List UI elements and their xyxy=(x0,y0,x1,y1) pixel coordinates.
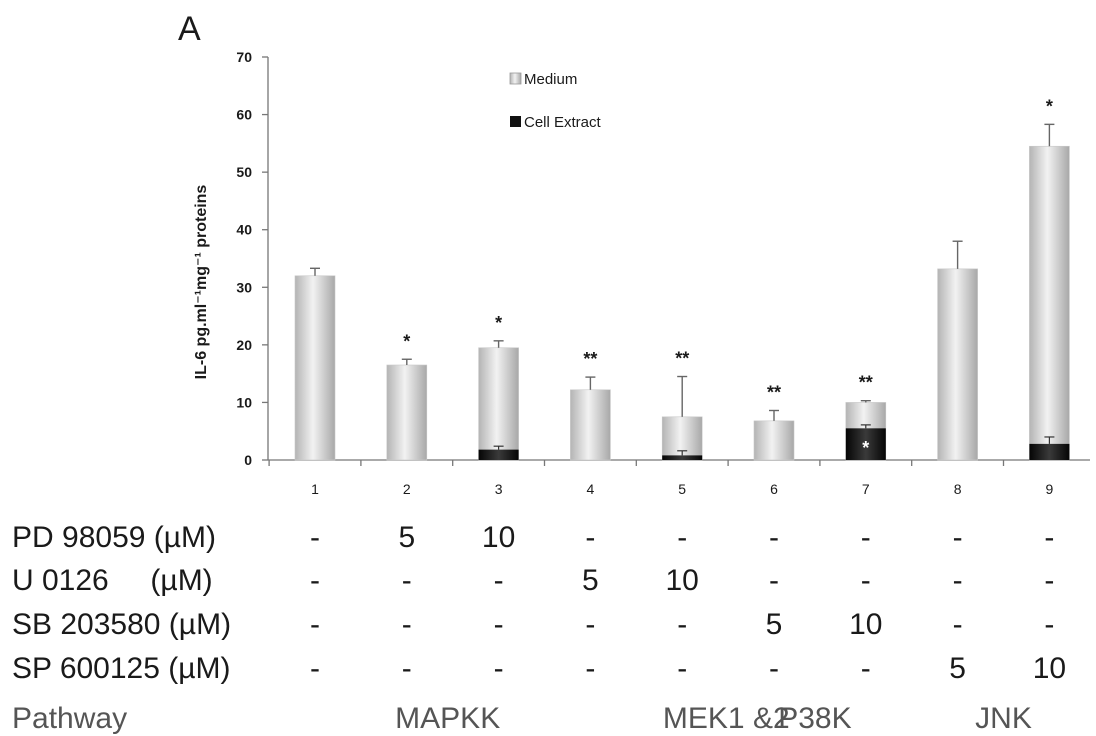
y-tick-label: 60 xyxy=(236,107,252,123)
x-tick-label: 2 xyxy=(403,481,411,497)
treatment-cell: - xyxy=(861,521,871,554)
treatment-cell: - xyxy=(585,521,595,554)
legend-swatch-cell-extract xyxy=(510,116,521,127)
bar-medium xyxy=(570,389,611,461)
cell-extract-significance-marker: * xyxy=(862,438,869,458)
treatment-cell: - xyxy=(402,652,412,685)
significance-marker: * xyxy=(403,331,410,351)
treatment-cell: - xyxy=(402,564,412,597)
y-tick-label: 70 xyxy=(236,49,252,65)
treatment-cell: - xyxy=(585,652,595,685)
treatment-cell: - xyxy=(310,564,320,597)
treatment-cell: 10 xyxy=(1033,652,1066,685)
treatment-cell: - xyxy=(494,564,504,597)
significance-marker: ** xyxy=(859,373,873,393)
treatment-row-label: PD 98059 (µM) xyxy=(12,521,216,554)
x-tick-label: 9 xyxy=(1046,481,1054,497)
pathway-label: P38K xyxy=(778,702,851,735)
bar-medium xyxy=(753,420,795,461)
bar-medium xyxy=(1029,145,1070,461)
legend-label-cell-extract: Cell Extract xyxy=(524,114,602,131)
treatment-cell: - xyxy=(677,521,687,554)
treatment-cell: - xyxy=(677,608,687,641)
pathway-row-label: Pathway xyxy=(12,702,127,735)
significance-marker: ** xyxy=(675,349,689,369)
x-tick-label: 4 xyxy=(587,481,595,497)
pathway-label: JNK xyxy=(975,702,1032,735)
legend-label-medium: Medium xyxy=(524,71,577,88)
significance-marker: ** xyxy=(767,382,781,402)
significance-marker: * xyxy=(1046,96,1053,116)
bar-cell-extract xyxy=(662,455,703,460)
treatment-cell: - xyxy=(310,521,320,554)
bar-medium xyxy=(386,364,428,461)
treatment-cell: 10 xyxy=(482,521,515,554)
bar-medium xyxy=(478,347,519,461)
treatment-cell: - xyxy=(769,652,779,685)
y-tick-label: 10 xyxy=(236,394,252,410)
significance-marker: ** xyxy=(583,349,597,369)
treatment-cell: - xyxy=(861,652,871,685)
treatment-cell: - xyxy=(310,608,320,641)
bar-cell-extract xyxy=(1029,443,1070,460)
treatment-cell: 5 xyxy=(949,652,966,685)
treatment-cell: 10 xyxy=(666,564,699,597)
treatment-cell: - xyxy=(769,564,779,597)
treatment-cell: - xyxy=(953,564,963,597)
bar-cell-extract xyxy=(845,428,886,460)
y-tick-label: 20 xyxy=(236,337,252,353)
treatment-cell: - xyxy=(1044,521,1054,554)
treatment-cell: - xyxy=(861,564,871,597)
y-tick-label: 30 xyxy=(236,279,252,295)
significance-marker: * xyxy=(495,313,502,333)
treatment-cell: - xyxy=(1044,564,1054,597)
y-tick-label: 0 xyxy=(244,452,252,468)
bar-medium xyxy=(294,275,336,461)
treatment-cell: 5 xyxy=(766,608,783,641)
treatment-cell: - xyxy=(677,652,687,685)
x-tick-label: 7 xyxy=(862,481,870,497)
treatment-cell: 10 xyxy=(849,608,882,641)
x-tick-label: 1 xyxy=(311,481,319,497)
pathway-label: MAPKK xyxy=(395,702,500,735)
x-tick-label: 6 xyxy=(770,481,778,497)
y-tick-label: 40 xyxy=(236,222,252,238)
treatment-row-label: SP 600125 (µM) xyxy=(12,652,231,685)
x-tick-label: 8 xyxy=(954,481,962,497)
treatment-cell: - xyxy=(494,608,504,641)
treatment-cell: - xyxy=(769,521,779,554)
bar-cell-extract xyxy=(478,449,519,460)
treatment-row-label: U 0126 (µM) xyxy=(12,564,213,597)
treatment-cell: - xyxy=(310,652,320,685)
y-tick-label: 50 xyxy=(236,164,252,180)
treatment-cell: - xyxy=(953,608,963,641)
treatment-cell: 5 xyxy=(582,564,599,597)
pathway-label: MEK1 &2 xyxy=(663,702,790,735)
treatment-cell: - xyxy=(494,652,504,685)
treatment-cell: - xyxy=(585,608,595,641)
treatment-cell: - xyxy=(1044,608,1054,641)
treatment-cell: 5 xyxy=(398,521,415,554)
x-tick-label: 3 xyxy=(495,481,503,497)
treatment-row-label: SB 203580 (µM) xyxy=(12,608,231,641)
treatment-cell: - xyxy=(402,608,412,641)
legend-swatch-medium xyxy=(509,72,522,85)
panel-label: A xyxy=(178,10,201,48)
treatment-cell: - xyxy=(953,521,963,554)
x-tick-label: 5 xyxy=(678,481,686,497)
y-axis-label: IL-6 pg.ml⁻¹mg⁻¹ proteins xyxy=(193,185,210,380)
bar-medium xyxy=(937,268,978,461)
